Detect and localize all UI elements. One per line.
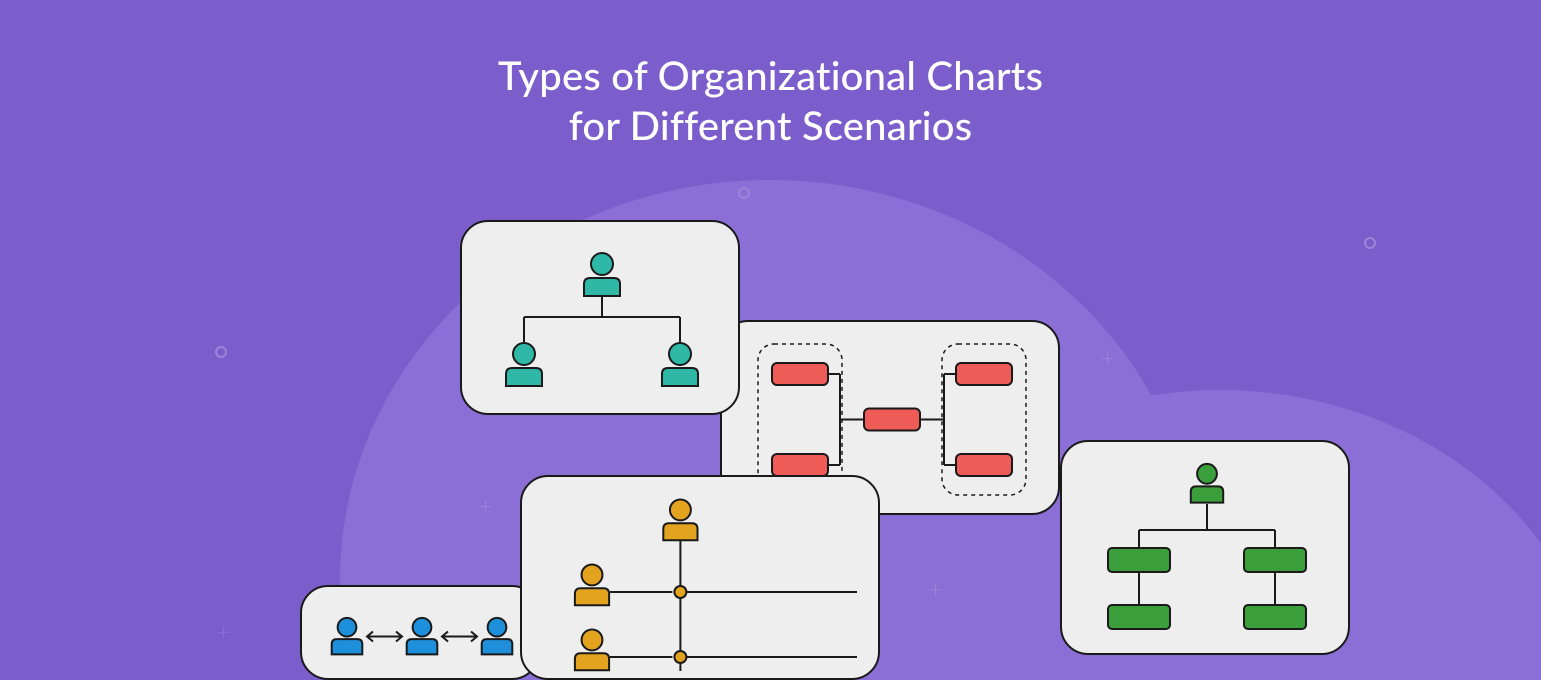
deco-circle-3 <box>1364 237 1376 249</box>
deco-plus-1: + <box>216 618 231 644</box>
title-line2: for Different Scenarios <box>569 101 973 149</box>
divisional-diagram <box>522 477 882 682</box>
page-title: Types of Organizational Charts for Diffe… <box>0 50 1541 150</box>
hierarchical-diagram <box>462 222 742 417</box>
deco-circle-2 <box>215 346 227 358</box>
functional-diagram <box>1062 442 1352 657</box>
card-divisional-structure <box>520 475 880 680</box>
infographic-canvas: + + + + + Types of Organizational Charts… <box>0 0 1541 680</box>
flat-diagram <box>302 587 542 682</box>
deco-circle-1 <box>738 187 750 199</box>
deco-plus-4: + <box>928 575 943 601</box>
deco-plus-5: + <box>1410 632 1425 658</box>
card-functional-structure <box>1060 440 1350 655</box>
title-line1: Types of Organizational Charts <box>498 51 1043 99</box>
deco-plus-3: + <box>1100 344 1115 370</box>
card-flat-structure <box>300 585 540 680</box>
deco-plus-2: + <box>478 492 493 518</box>
card-hierarchical-structure <box>460 220 740 415</box>
